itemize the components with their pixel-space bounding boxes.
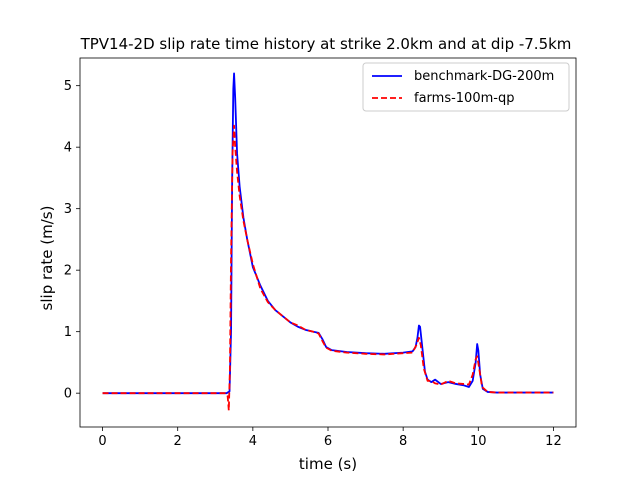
y-tick-label: 0: [64, 387, 72, 402]
y-tick-label: 4: [64, 141, 72, 156]
x-tick-label: 0: [98, 434, 106, 449]
series-line-farms: [102, 124, 554, 412]
legend-label-farms: farms-100m-qp: [414, 91, 514, 106]
axes-frame: [79, 57, 577, 428]
legend: benchmark-DG-200m farms-100m-qp: [362, 62, 570, 112]
y-axis-ticks: 0 1 2 3 4 5: [64, 79, 80, 402]
x-tick-label: 12: [545, 434, 562, 449]
x-tick-label: 10: [470, 434, 487, 449]
y-tick-label: 1: [64, 325, 72, 340]
x-axis-ticks: 0 2 4 6 8 10 12: [98, 427, 562, 449]
x-tick-label: 4: [249, 434, 257, 449]
y-tick-label: 3: [64, 202, 72, 217]
y-axis-label: slip rate (m/s): [38, 206, 56, 311]
legend-box: [362, 62, 570, 112]
x-tick-label: 8: [399, 434, 407, 449]
series-line-benchmark: [102, 72, 554, 395]
x-tick-label: 2: [174, 434, 182, 449]
series-layer: [102, 72, 554, 412]
chart-title: TPV14-2D slip rate time history at strik…: [80, 35, 572, 53]
x-axis-label: time (s): [299, 455, 357, 473]
legend-label-benchmark: benchmark-DG-200m: [414, 69, 554, 84]
y-tick-label: 2: [64, 264, 72, 279]
y-tick-label: 5: [64, 79, 72, 94]
x-tick-label: 6: [324, 434, 332, 449]
